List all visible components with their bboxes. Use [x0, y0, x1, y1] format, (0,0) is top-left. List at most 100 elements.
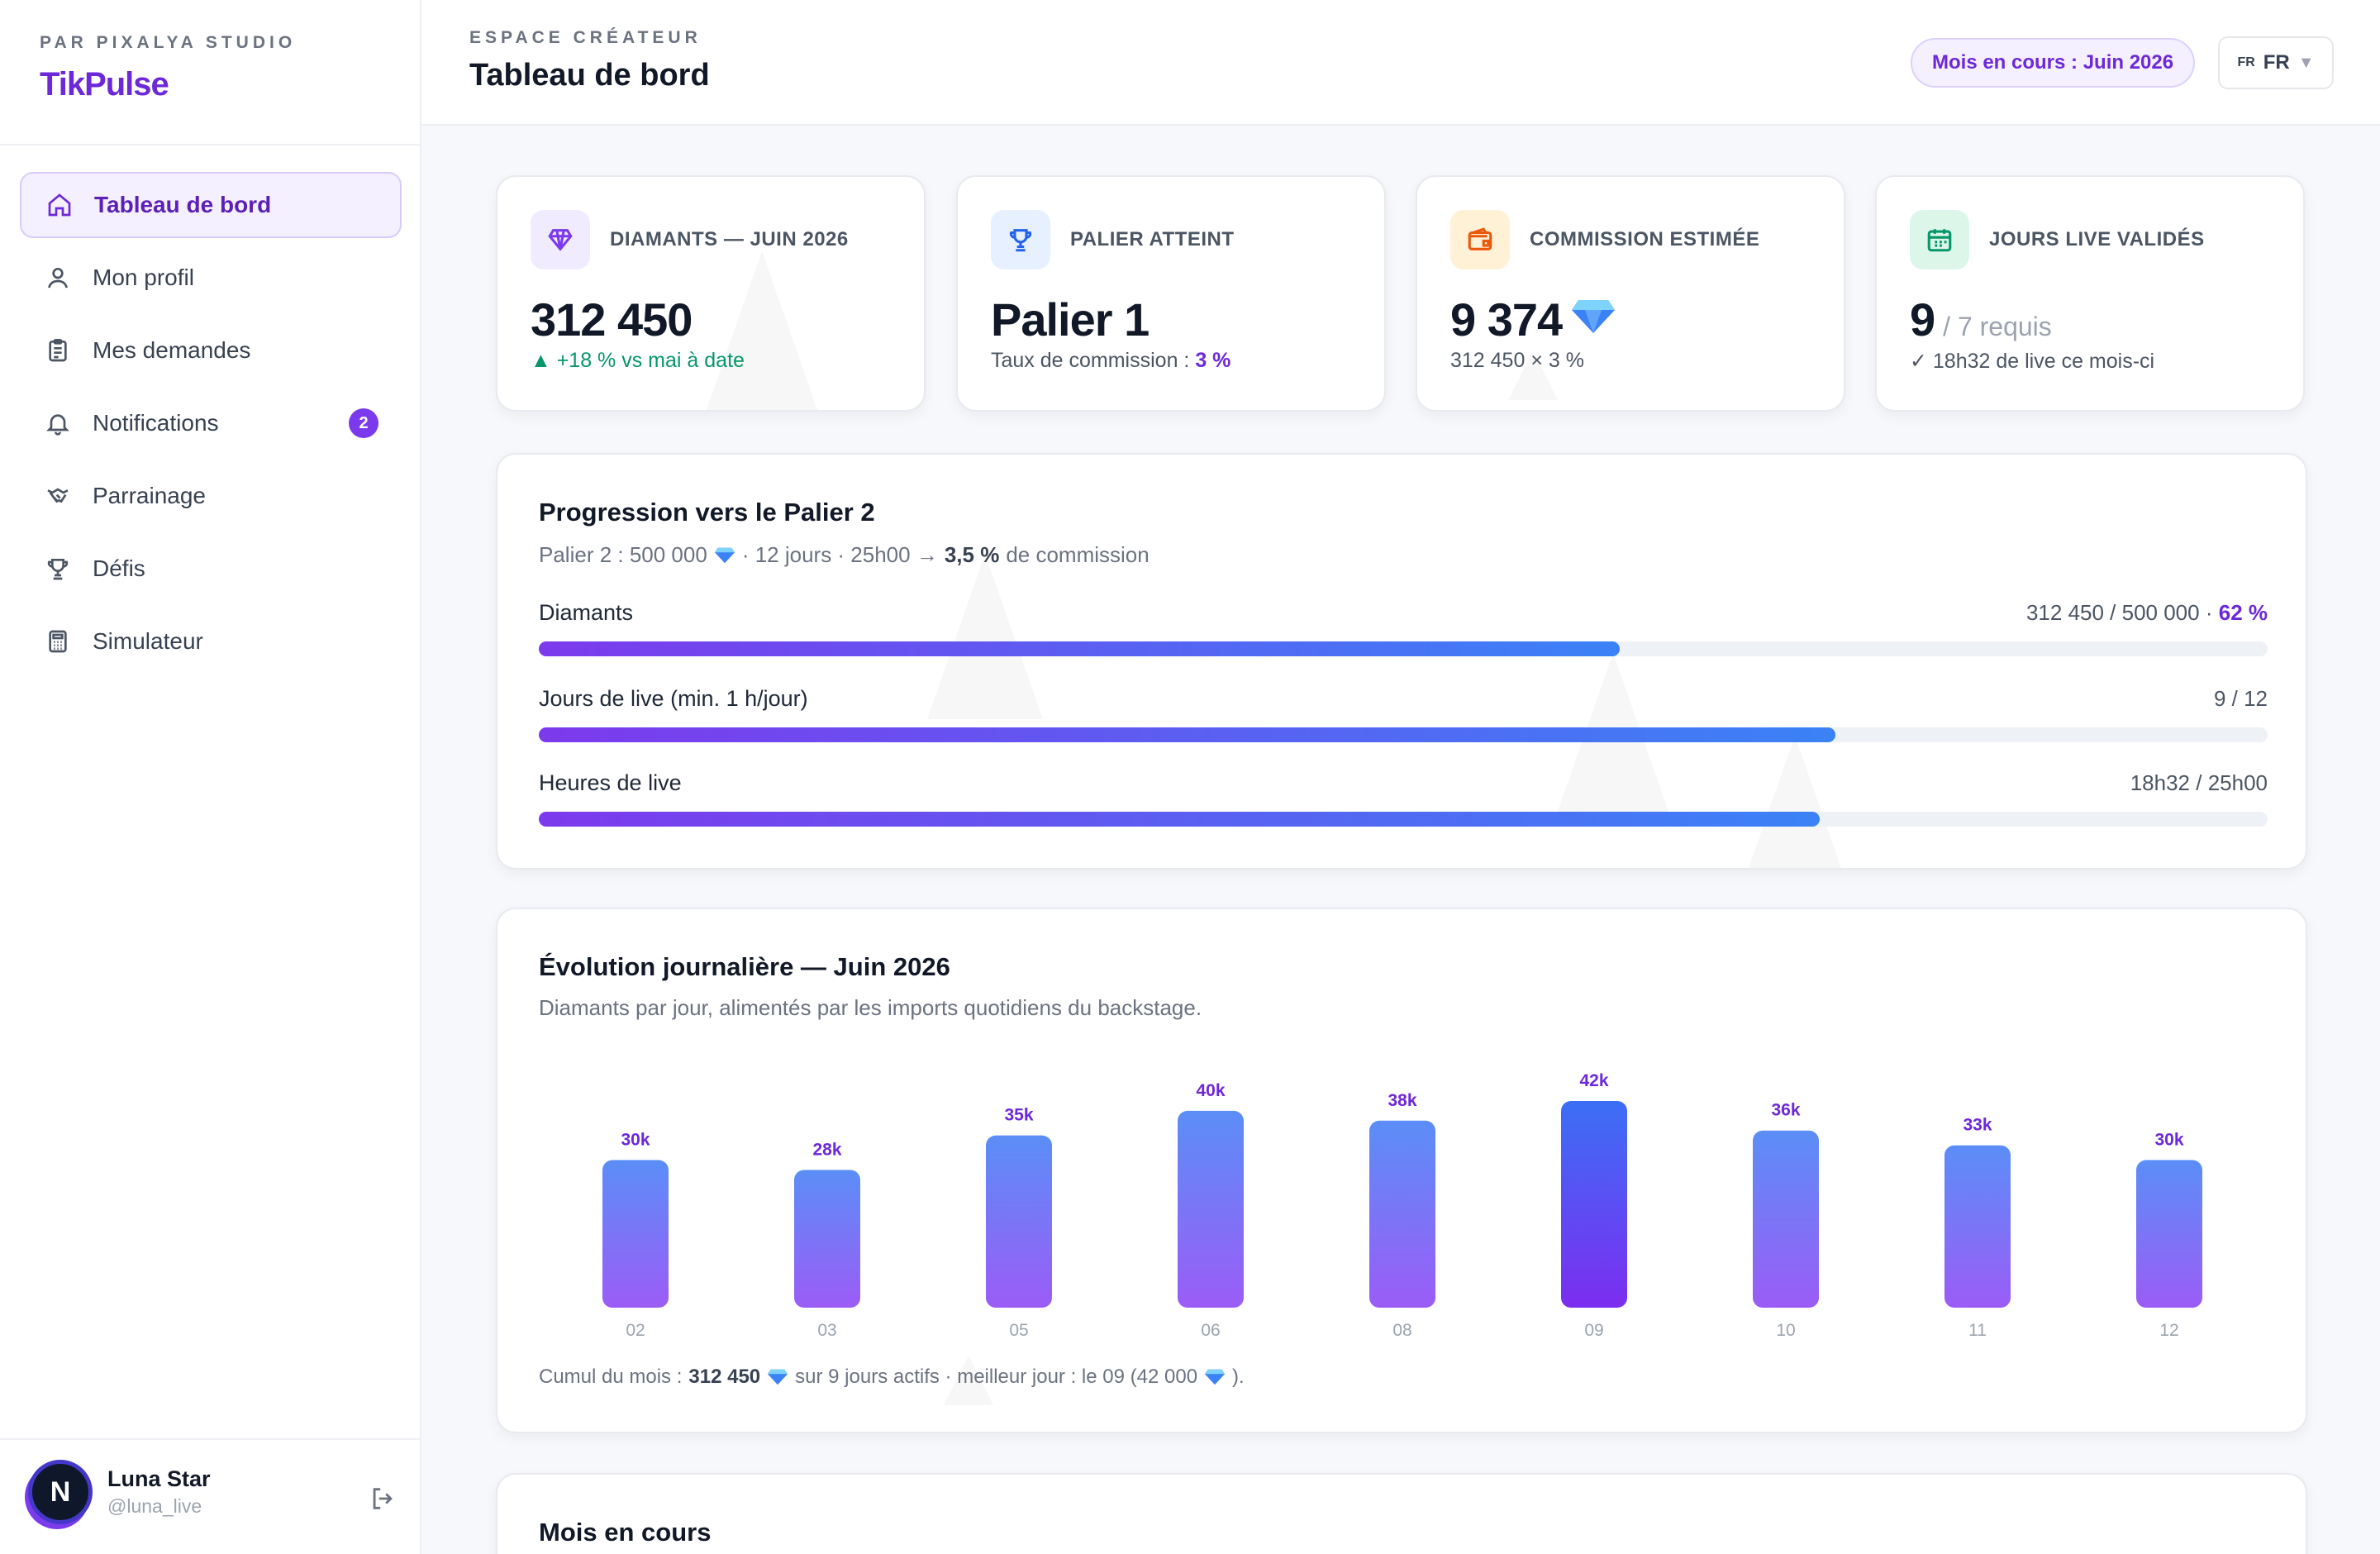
stat-value: 9/ 7 requis	[1910, 293, 2052, 346]
sidebar-item-challenges[interactable]: Défis	[20, 536, 402, 602]
header-kicker: ESPACE CRÉATEUR	[469, 28, 702, 47]
clipboard-icon	[43, 336, 73, 365]
sidebar-item-simulator[interactable]: Simulateur	[20, 608, 402, 675]
stat-value: 312 450	[531, 293, 693, 346]
section-subtitle: Diamants par jour, alimentés par les imp…	[539, 995, 1202, 1020]
sidebar-item-label: Simulateur	[93, 628, 203, 654]
chart-bar-11[interactable]	[1944, 1145, 2011, 1308]
language-select[interactable]: FR FR ▼	[2218, 36, 2334, 89]
current-month-card: Mois en cours	[496, 1473, 2307, 1554]
daily-evolution-card: Évolution journalière — Juin 2026 Diaman…	[496, 908, 2307, 1433]
stat-label: JOURS LIVE VALIDÉS	[1989, 228, 2205, 250]
handshake-icon	[43, 481, 73, 511]
language-code: FR	[2263, 51, 2290, 74]
section-title: Progression vers le Palier 2	[539, 498, 875, 527]
progress-fill	[539, 641, 1620, 656]
stat-card-commission: COMMISSION ESTIMÉE 9 374 312 450 × 3 %	[1416, 175, 1845, 412]
sidebar-item-requests[interactable]: Mes demandes	[20, 317, 402, 384]
user-profile[interactable]: N Luna Star @luna_live	[28, 1460, 211, 1524]
progress-value: 312 450 / 500 000 · 62 %	[2025, 600, 2268, 625]
tier-progress-card: Progression vers le Palier 2 Palier 2 : …	[496, 453, 2307, 870]
sidebar-item-dashboard[interactable]: Tableau de bord	[20, 172, 402, 238]
diamond-icon	[1572, 300, 1616, 333]
calculator-icon	[43, 627, 73, 656]
diamond-icon	[714, 547, 735, 563]
chart-x-tick-label: 12	[2159, 1321, 2178, 1340]
decor	[927, 554, 1043, 719]
stat-sub: ✓ 18h32 de live ce mois-ci	[1910, 350, 2155, 373]
stat-sub: 312 450 × 3 %	[1450, 349, 1584, 372]
section-subtitle: Palier 2 : 500 000 · 12 jours · 25h00 → …	[539, 542, 1150, 567]
stat-value: Palier 1	[991, 293, 1150, 346]
daily-diamonds-chart: 30k 02 28k 03 35k 05 40k 06 38k 08 42k 09 36k 10 33k 11…	[602, 1071, 2202, 1340]
stat-card-live-days: JOURS LIVE VALIDÉS 9/ 7 requis ✓ 18h32 d…	[1875, 175, 2305, 412]
current-month-pill[interactable]: Mois en cours : Juin 2026	[1911, 38, 2196, 88]
chart-bar-03[interactable]	[794, 1170, 860, 1308]
diamond-icon	[531, 210, 590, 269]
sidebar-item-notifications[interactable]: Notifications 2	[20, 390, 402, 456]
sidebar-item-label: Mon profil	[93, 265, 194, 290]
user-name: Luna Star	[107, 1466, 211, 1491]
chart-data-label: 36k	[1771, 1101, 1800, 1120]
chart-data-label: 35k	[1004, 1106, 1033, 1125]
progress-track	[539, 641, 2268, 656]
chart-bar-12[interactable]	[2136, 1160, 2202, 1308]
stat-suffix: / 7 requis	[1943, 312, 2052, 341]
commission-rate: 3 %	[1195, 349, 1231, 372]
sidebar-nav: Tableau de bord Mon profil Mes demandes …	[20, 172, 402, 681]
brand-logo[interactable]: TikPulse	[40, 66, 169, 102]
divider	[0, 1438, 420, 1440]
chart-data-label: 30k	[2154, 1130, 2183, 1149]
section-title: Mois en cours	[539, 1518, 712, 1547]
calendar-icon	[1910, 210, 1969, 269]
chart-bar-06[interactable]	[1178, 1110, 1244, 1308]
stat-card-diamonds: DIAMANTS — JUIN 2026 312 450 ▲ +18 % vs …	[496, 175, 926, 412]
progress-value: 18h32 / 25h00	[2130, 770, 2268, 795]
bell-icon	[43, 408, 73, 438]
sidebar-item-referral[interactable]: Parrainage	[20, 463, 402, 529]
progress-label: Diamants	[539, 600, 634, 625]
chart-x-tick-label: 10	[1776, 1321, 1795, 1340]
logout-icon[interactable]	[369, 1485, 397, 1513]
chart-data-label: 28k	[812, 1140, 841, 1159]
chart-bar-05[interactable]	[986, 1135, 1052, 1308]
chart-bar-10[interactable]	[1753, 1130, 1819, 1308]
chart-bar-09[interactable]	[1561, 1101, 1627, 1308]
chart-data-label: 33k	[1963, 1116, 1992, 1135]
chart-x-tick-label: 09	[1584, 1321, 1603, 1340]
chart-footnote: Cumul du mois : 312 450 sur 9 jours acti…	[539, 1366, 1245, 1388]
chart-x-tick-label: 02	[626, 1321, 645, 1340]
stat-label: PALIER ATTEINT	[1070, 228, 1235, 250]
stat-value: 9 374	[1450, 293, 1616, 346]
stat-sub: Taux de commission : 3 %	[991, 349, 1231, 372]
chart-x-tick-label: 08	[1392, 1321, 1411, 1340]
decor	[704, 251, 820, 410]
home-icon	[45, 190, 74, 220]
chart-bar-08[interactable]	[1369, 1120, 1435, 1308]
chart-x-tick-label: 05	[1009, 1321, 1028, 1340]
sidebar-item-label: Parrainage	[93, 483, 206, 508]
progress-label: Jours de live (min. 1 h/jour)	[539, 686, 808, 711]
chart-bar-02[interactable]	[602, 1160, 669, 1308]
sidebar-item-label: Notifications	[93, 410, 219, 436]
divider	[0, 144, 420, 145]
page-header: ESPACE CRÉATEUR Tableau de bord Mois en …	[421, 0, 2380, 126]
trophy-icon	[991, 210, 1050, 269]
diamond-icon	[1204, 1369, 1226, 1385]
avatar: N	[28, 1460, 93, 1524]
user-icon	[43, 263, 73, 293]
sidebar-item-label: Défis	[93, 555, 145, 581]
chart-data-label: 30k	[621, 1130, 650, 1149]
user-handle: @luna_live	[107, 1495, 202, 1517]
stat-card-tier: PALIER ATTEINT Palier 1 Taux de commissi…	[956, 175, 1386, 412]
diamond-icon	[768, 1369, 788, 1385]
progress-fill	[539, 727, 1835, 742]
sidebar-item-label: Mes demandes	[93, 337, 251, 363]
stat-trend: ▲ +18 % vs mai à date	[531, 349, 745, 372]
chart-x-tick-label: 06	[1201, 1321, 1220, 1340]
page-title: Tableau de bord	[469, 58, 710, 93]
brand-kicker: PAR PIXALYA STUDIO	[40, 33, 297, 52]
stat-label: COMMISSION ESTIMÉE	[1530, 228, 1760, 250]
trophy-icon	[43, 554, 73, 584]
sidebar-item-profile[interactable]: Mon profil	[20, 245, 402, 311]
